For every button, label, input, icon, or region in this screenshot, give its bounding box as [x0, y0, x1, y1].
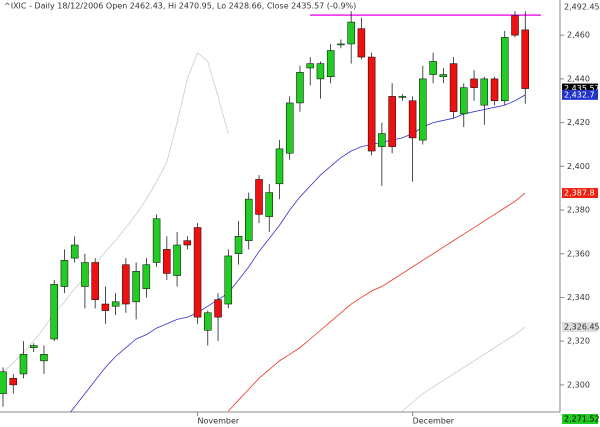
price-label: 2,432.7 — [564, 90, 595, 99]
candle-body — [122, 264, 130, 305]
candle-body — [470, 78, 478, 88]
candle-body — [255, 179, 263, 215]
candle-body — [163, 249, 171, 274]
candle-body — [193, 227, 202, 318]
candle-body — [337, 43, 345, 46]
candle-body — [408, 100, 417, 139]
candle-body — [378, 133, 386, 147]
price-label: 2,492.45 — [564, 3, 600, 12]
candle-body — [429, 61, 437, 75]
candle-body — [521, 29, 529, 89]
price-label: 2,326.45 — [564, 323, 600, 332]
candle-body — [511, 15, 519, 36]
candle-body — [316, 63, 325, 80]
candle-body — [357, 28, 366, 58]
candle-body — [224, 255, 233, 305]
candle-body — [347, 21, 355, 45]
indicator-line — [227, 192, 526, 412]
candle-body — [142, 264, 151, 289]
indicator-line — [402, 326, 526, 412]
candle-body — [40, 354, 48, 362]
y-tick-label: 2,340 — [567, 293, 590, 302]
price-label-box — [562, 83, 598, 94]
candle-body — [91, 262, 99, 300]
y-tick-label: 2,360 — [567, 249, 590, 258]
candle-body — [460, 87, 468, 115]
y-tick-label: 2,380 — [567, 206, 590, 215]
candle-body — [9, 378, 17, 386]
candle-body — [265, 192, 273, 217]
candle-body — [326, 50, 335, 77]
candle-body — [50, 284, 58, 340]
candle-body — [245, 198, 253, 241]
candle-body — [19, 354, 28, 375]
price-label-box — [562, 187, 598, 198]
candle-body — [285, 102, 294, 154]
candle-body — [234, 236, 243, 255]
candle-body — [275, 148, 284, 185]
candle-body — [111, 301, 120, 307]
candle-body — [439, 74, 448, 77]
y-tick-label: 2,440 — [567, 74, 590, 83]
y-tick-label: 2,320 — [567, 337, 590, 346]
price-label: 2,435.57 — [564, 84, 600, 93]
candle-body — [419, 78, 427, 141]
candle-body — [0, 371, 7, 394]
candle-body — [183, 240, 192, 246]
candle-body — [101, 303, 110, 311]
price-label-box — [562, 89, 598, 100]
price-label: 2,271.52 — [564, 415, 600, 424]
price-label-box — [562, 2, 598, 12]
y-tick-label: 2,420 — [567, 118, 590, 127]
candle-body — [501, 37, 509, 102]
y-tick-label: 2,400 — [567, 162, 590, 171]
candle-body — [398, 96, 407, 98]
candle-body — [480, 78, 489, 106]
candle-body — [490, 78, 499, 102]
chart-title: ^IXIC - Daily 18/12/2006 Open 2462.43, H… — [4, 2, 356, 11]
price-label-box — [562, 322, 598, 333]
candle-body — [367, 56, 376, 152]
plot-area — [0, 11, 541, 412]
candle-body — [60, 260, 69, 287]
indicator-line — [70, 94, 526, 412]
candle-body — [449, 63, 458, 112]
indicator-line — [2, 52, 229, 373]
x-tick-label: December — [413, 417, 455, 426]
candle-body — [204, 312, 212, 331]
candle-body — [173, 244, 181, 276]
candle-body — [296, 72, 304, 104]
candle-body — [29, 345, 38, 348]
y-tick-label: 2,300 — [567, 380, 590, 389]
price-label: 2,387.8 — [564, 188, 595, 197]
candle-body — [214, 299, 222, 318]
candle-body — [70, 244, 79, 259]
price-label-box — [562, 414, 598, 424]
candle-body — [81, 262, 89, 287]
y-tick-label: 2,460 — [567, 31, 590, 40]
candle-body — [388, 96, 396, 147]
x-tick-label: November — [198, 417, 240, 426]
candle-body — [306, 63, 314, 69]
candle-body — [152, 218, 161, 263]
candle-body — [132, 270, 140, 303]
